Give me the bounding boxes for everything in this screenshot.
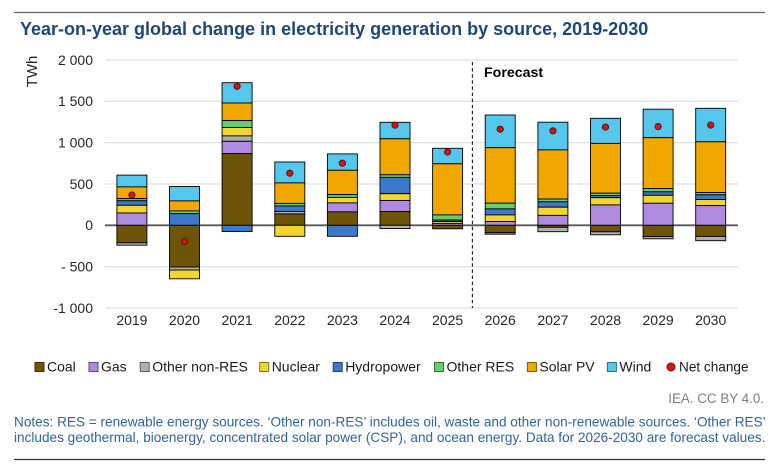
svg-text:Forecast: Forecast [484, 65, 543, 81]
svg-text:Hydropower: Hydropower [345, 359, 421, 375]
svg-text:Other non-RES: Other non-RES [152, 359, 248, 375]
svg-text:Nuclear: Nuclear [272, 359, 321, 375]
svg-text:- 500: - 500 [61, 259, 93, 275]
svg-text:Coal: Coal [47, 359, 76, 375]
svg-text:2022: 2022 [274, 312, 305, 328]
svg-text:2025: 2025 [432, 312, 463, 328]
svg-text:Solar PV: Solar PV [539, 359, 595, 375]
svg-text:Net change: Net change [679, 360, 749, 375]
svg-text:2030: 2030 [695, 312, 726, 328]
svg-text:Year-on-year global change in: Year-on-year global change in electricit… [20, 19, 648, 39]
svg-text:Wind: Wind [619, 359, 651, 375]
svg-text:2027: 2027 [537, 312, 568, 328]
svg-text:500: 500 [70, 176, 94, 192]
svg-text:2029: 2029 [643, 312, 674, 328]
svg-text:2023: 2023 [327, 312, 358, 328]
svg-text:2021: 2021 [222, 312, 253, 328]
svg-text:2026: 2026 [485, 312, 516, 328]
svg-text:0: 0 [85, 217, 93, 233]
svg-text:TWh: TWh [24, 56, 41, 88]
svg-text:2024: 2024 [379, 312, 410, 328]
svg-text:-1 000: -1 000 [53, 300, 93, 316]
svg-text:2019: 2019 [116, 312, 147, 328]
svg-text:2028: 2028 [590, 312, 621, 328]
svg-text:2 000: 2 000 [58, 52, 93, 68]
svg-text:1 500: 1 500 [58, 93, 93, 109]
svg-text:1 000: 1 000 [58, 135, 93, 151]
svg-text:Notes: RES = renewable energy: Notes: RES = renewable energy sources. ‘… [14, 414, 766, 429]
svg-text:IEA. CC BY 4.0.: IEA. CC BY 4.0. [668, 391, 764, 406]
svg-text:Gas: Gas [101, 359, 127, 375]
svg-text:includes geothermal, bioenergy: includes geothermal, bioenergy, concentr… [14, 430, 765, 445]
svg-text:2020: 2020 [169, 312, 200, 328]
svg-text:Other RES: Other RES [447, 359, 515, 375]
